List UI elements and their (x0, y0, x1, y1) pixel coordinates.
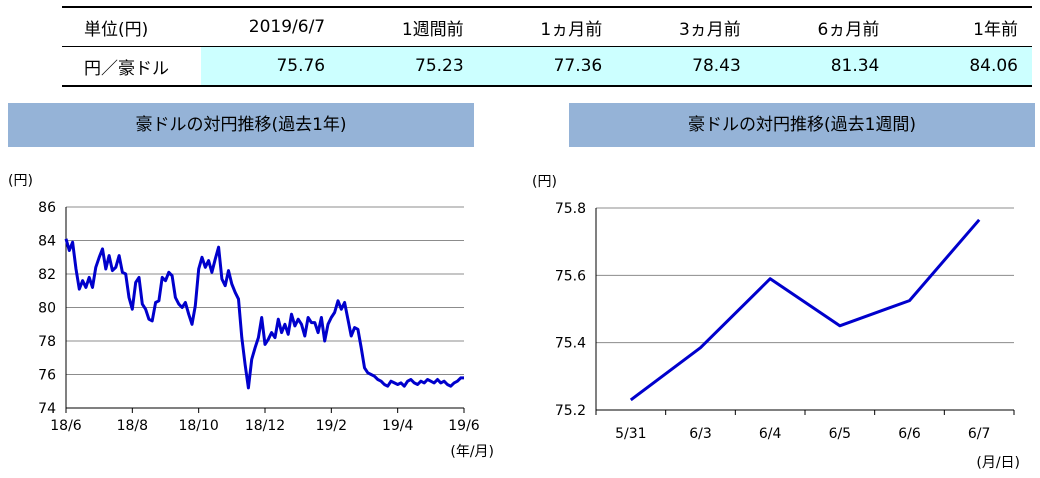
y-axis-label: (円) (8, 173, 33, 189)
value-1month: 77.36 (477, 46, 617, 87)
y-tick-label: 76 (38, 368, 56, 384)
y-axis-label: (円) (532, 174, 557, 190)
y-tick-label: 78 (38, 334, 56, 350)
x-tick-label: 18/12 (245, 418, 285, 434)
series-line (629, 218, 981, 402)
y-tick-label: 74 (38, 401, 56, 417)
header-unit: 単位(円) (62, 6, 201, 47)
header-6month: 6ヵ月前 (754, 6, 894, 47)
y-tick-label: 80 (38, 301, 56, 317)
header-1week: 1週間前 (339, 6, 478, 47)
x-tick-label: 6/4 (759, 426, 782, 442)
y-tick-label: 75.8 (555, 201, 586, 217)
x-tick-label: 19/4 (382, 418, 414, 434)
value-1week: 75.23 (339, 46, 478, 87)
series-line (64, 238, 464, 390)
x-tick-label: 6/3 (689, 426, 712, 442)
value-1year: 84.06 (893, 46, 1032, 87)
x-axis-label: (年/月) (450, 444, 494, 460)
chart-title-1week: 豪ドルの対円推移(過去1週間) (569, 103, 1035, 147)
x-tick-label: 19/2 (316, 418, 347, 434)
value-current: 75.76 (200, 46, 340, 87)
y-tick-label: 75.4 (555, 336, 586, 352)
header-3month: 3ヵ月前 (616, 6, 755, 47)
row-label: 円／豪ドル (62, 46, 201, 87)
summary-data-row: 円／豪ドル 75.76 75.23 77.36 78.43 81.34 84.0… (62, 46, 1032, 87)
y-tick-label: 86 (38, 200, 56, 216)
x-axis-label: (月/日) (976, 455, 1020, 471)
y-tick-label: 75.2 (555, 403, 586, 419)
summary-header-row: 単位(円) 2019/6/7 1週間前 1ヵ月前 3ヵ月前 6ヵ月前 1年前 (62, 6, 1032, 47)
value-3month: 78.43 (616, 46, 755, 87)
x-tick-label: 5/31 (615, 426, 646, 442)
x-tick-label: 6/6 (898, 426, 921, 442)
x-tick-label: 18/6 (50, 418, 82, 434)
summary-table: 単位(円) 2019/6/7 1週間前 1ヵ月前 3ヵ月前 6ヵ月前 1年前 円… (62, 6, 1032, 87)
y-tick-label: 82 (38, 267, 56, 283)
x-tick-label: 18/8 (117, 418, 148, 434)
x-tick-label: 19/6 (448, 418, 480, 434)
x-tick-label: 6/7 (968, 426, 991, 442)
x-tick-label: 6/5 (829, 426, 852, 442)
chart-title-1year: 豪ドルの対円推移(過去1年) (8, 103, 474, 147)
value-6month: 81.34 (754, 46, 894, 87)
header-1month: 1ヵ月前 (477, 6, 617, 47)
y-tick-label: 84 (38, 234, 56, 250)
header-1year: 1年前 (893, 6, 1032, 47)
header-date: 2019/6/7 (200, 6, 340, 47)
x-tick-label: 18/10 (178, 418, 218, 434)
y-tick-label: 75.6 (555, 268, 586, 284)
